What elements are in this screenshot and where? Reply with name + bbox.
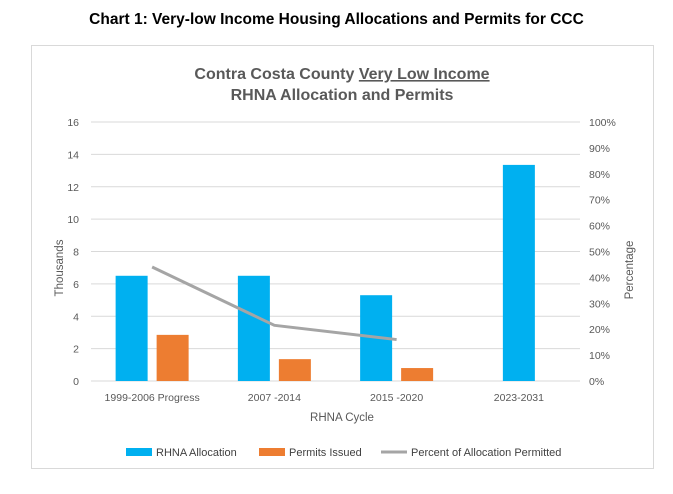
x-tick-label: 2007 -2014 [248, 392, 301, 404]
bar-permits-issued [156, 334, 189, 381]
page-caption: Chart 1: Very-low Income Housing Allocat… [89, 11, 584, 28]
y2-tick-label: 40% [589, 272, 610, 284]
bars [115, 164, 535, 381]
chart-title-prefix: Contra Costa County [194, 66, 358, 83]
y2-tick-label: 90% [589, 143, 610, 155]
y-tick-label: 4 [73, 311, 79, 323]
gridlines [91, 121, 580, 382]
legend-label: RHNA Allocation [156, 447, 237, 459]
y2-tick-label: 80% [589, 169, 610, 181]
y2-tick-label: 50% [589, 247, 610, 259]
y-tick-label: 6 [73, 279, 79, 291]
y-axis-ticks: 0 2 4 6 8 10 12 14 16 [67, 117, 79, 388]
y2-axis-label: Percentage [624, 241, 636, 300]
y2-tick-label: 60% [589, 221, 610, 233]
y2-axis-ticks: 0% 10% 20% 30% 40% 50% 60% 70% 80% 90% 100% [589, 117, 616, 388]
bar-permits-issued [278, 359, 311, 381]
y-tick-label: 10 [67, 214, 79, 226]
bar-rhna-allocation [502, 164, 535, 381]
chart-frame [31, 45, 654, 469]
x-tick-label: 1999-2006 Progress [105, 392, 200, 404]
y-tick-label: 14 [67, 149, 79, 161]
y2-tick-label: 100% [589, 117, 616, 129]
chart-title-line1: Contra Costa County Very Low Income [194, 66, 489, 83]
y-tick-label: 0 [73, 376, 79, 388]
bar-permits-issued [401, 368, 434, 381]
y-tick-label: 16 [67, 117, 79, 129]
line-percent-permitted [151, 265, 397, 342]
y-tick-label: 2 [73, 344, 79, 356]
bar-rhna-allocation [237, 275, 270, 381]
legend-swatch [126, 448, 152, 456]
y-tick-label: 8 [73, 247, 79, 259]
chart-title-underlined: Very Low Income [359, 66, 490, 83]
y-axis-label: Thousands [54, 239, 66, 296]
legend-label: Permits Issued [289, 447, 362, 459]
bar-rhna-allocation [115, 275, 148, 381]
y2-tick-label: 10% [589, 350, 610, 362]
y2-tick-label: 70% [589, 195, 610, 207]
x-axis-ticks: 1999-2006 Progress 2007 -2014 2015 -2020 20… [105, 392, 545, 404]
x-tick-label: 2023-2031 [494, 392, 544, 404]
y2-tick-label: 20% [589, 324, 610, 336]
x-axis-label: RHNA Cycle [310, 412, 374, 424]
y2-tick-label: 0% [589, 376, 604, 388]
y-tick-label: 12 [67, 182, 79, 194]
legend-label: Percent of Allocation Permitted [411, 447, 561, 459]
lines [151, 265, 397, 342]
legend-swatch [259, 448, 285, 456]
chart-title-line2: RHNA Allocation and Permits [231, 87, 454, 104]
x-tick-label: 2015 -2020 [370, 392, 423, 404]
y2-tick-label: 30% [589, 298, 610, 310]
legend: RHNA Allocation Permits Issued Percent of … [126, 447, 561, 459]
